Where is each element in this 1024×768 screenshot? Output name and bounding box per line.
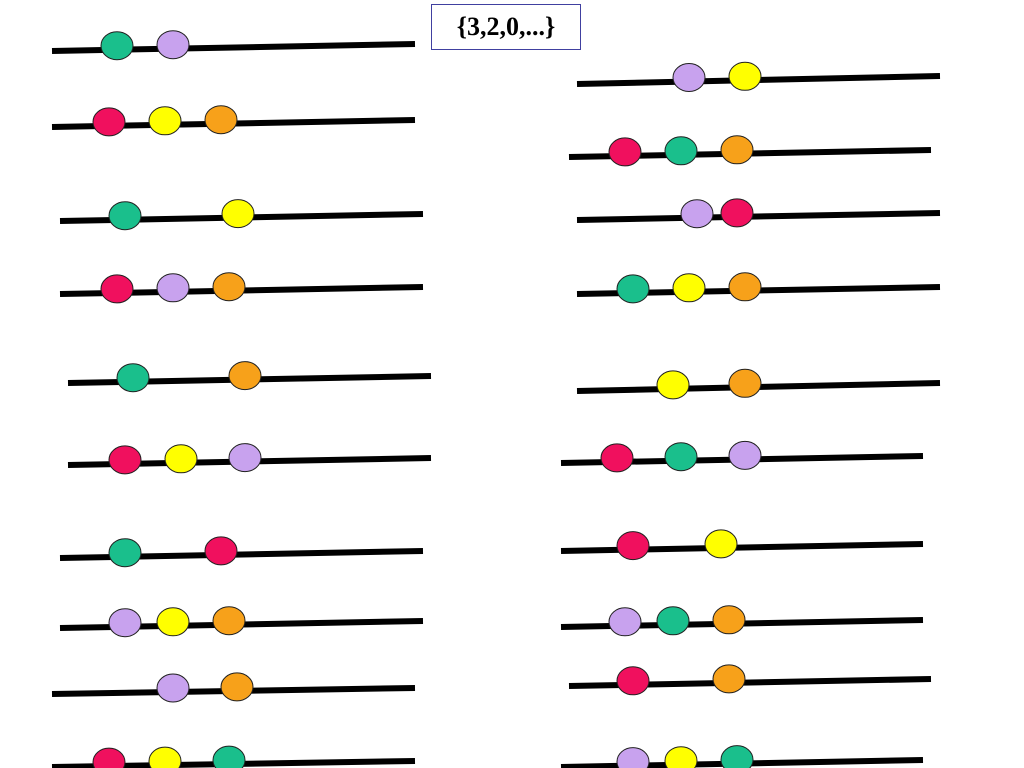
bead-string-left-9 xyxy=(51,672,416,703)
red-bead xyxy=(616,531,650,561)
purple-bead xyxy=(728,440,762,470)
bead-string-right-19 xyxy=(568,664,932,696)
orange-bead xyxy=(212,606,246,636)
orange-bead xyxy=(728,368,762,398)
yellow-bead xyxy=(728,61,762,91)
red-bead xyxy=(108,445,142,475)
purple-bead xyxy=(608,607,642,637)
red-bead xyxy=(720,198,754,228)
orange-bead xyxy=(720,135,754,165)
orange-bead xyxy=(712,605,746,635)
purple-bead xyxy=(672,63,706,92)
bead-string-left-4 xyxy=(59,272,424,304)
yellow-bead xyxy=(664,746,698,768)
bead-string-left-3 xyxy=(59,199,424,231)
green-bead xyxy=(720,745,754,768)
bead-string-left-2 xyxy=(51,105,416,137)
red-bead xyxy=(600,443,634,473)
bead-string-right-11 xyxy=(576,61,941,92)
bead-string-right-18 xyxy=(560,605,924,637)
yellow-bead xyxy=(156,607,190,637)
orange-bead xyxy=(212,272,246,302)
purple-bead xyxy=(680,199,714,229)
purple-bead xyxy=(156,273,190,303)
string-line xyxy=(560,541,924,554)
string-line xyxy=(576,210,941,223)
bead-string-right-12 xyxy=(568,135,932,167)
orange-bead xyxy=(204,105,238,135)
green-bead xyxy=(664,442,698,472)
bead-string-left-10 xyxy=(51,745,416,768)
bead-string-left-7 xyxy=(59,536,424,568)
green-bead xyxy=(616,274,650,304)
yellow-bead xyxy=(148,746,182,768)
green-bead xyxy=(108,201,142,231)
yellow-bead xyxy=(164,444,198,474)
purple-bead xyxy=(108,608,142,638)
green-bead xyxy=(656,606,690,636)
orange-bead xyxy=(712,664,746,694)
green-bead xyxy=(100,31,134,61)
yellow-bead xyxy=(704,529,738,559)
orange-bead xyxy=(220,672,254,702)
red-bead xyxy=(608,137,642,167)
bead-string-right-15 xyxy=(576,368,941,400)
purple-bead xyxy=(156,673,190,703)
green-bead xyxy=(108,538,142,568)
bead-string-right-14 xyxy=(576,272,941,304)
bead-string-left-5 xyxy=(67,361,432,393)
bead-string-left-6 xyxy=(67,443,432,475)
yellow-bead xyxy=(148,106,182,136)
orange-bead xyxy=(728,272,762,302)
red-bead xyxy=(100,274,134,304)
bead-string-right-20 xyxy=(560,745,924,768)
yellow-bead xyxy=(221,199,255,229)
bead-string-left-1 xyxy=(51,30,416,61)
red-bead xyxy=(92,747,126,768)
sequence-label: {3,2,0,...} xyxy=(431,4,581,50)
purple-bead xyxy=(228,443,262,473)
purple-bead xyxy=(616,747,650,768)
bead-string-left-8 xyxy=(59,606,424,638)
bead-string-right-17 xyxy=(560,529,924,561)
red-bead xyxy=(204,536,238,566)
bead-string-right-16 xyxy=(560,440,924,473)
red-bead xyxy=(92,107,126,137)
green-bead xyxy=(664,136,698,166)
green-bead xyxy=(212,745,246,768)
orange-bead xyxy=(228,361,262,391)
purple-bead xyxy=(156,30,190,60)
red-bead xyxy=(616,666,650,696)
yellow-bead xyxy=(656,370,690,400)
green-bead xyxy=(116,363,150,393)
yellow-bead xyxy=(672,273,706,303)
bead-string-right-13 xyxy=(576,198,941,229)
